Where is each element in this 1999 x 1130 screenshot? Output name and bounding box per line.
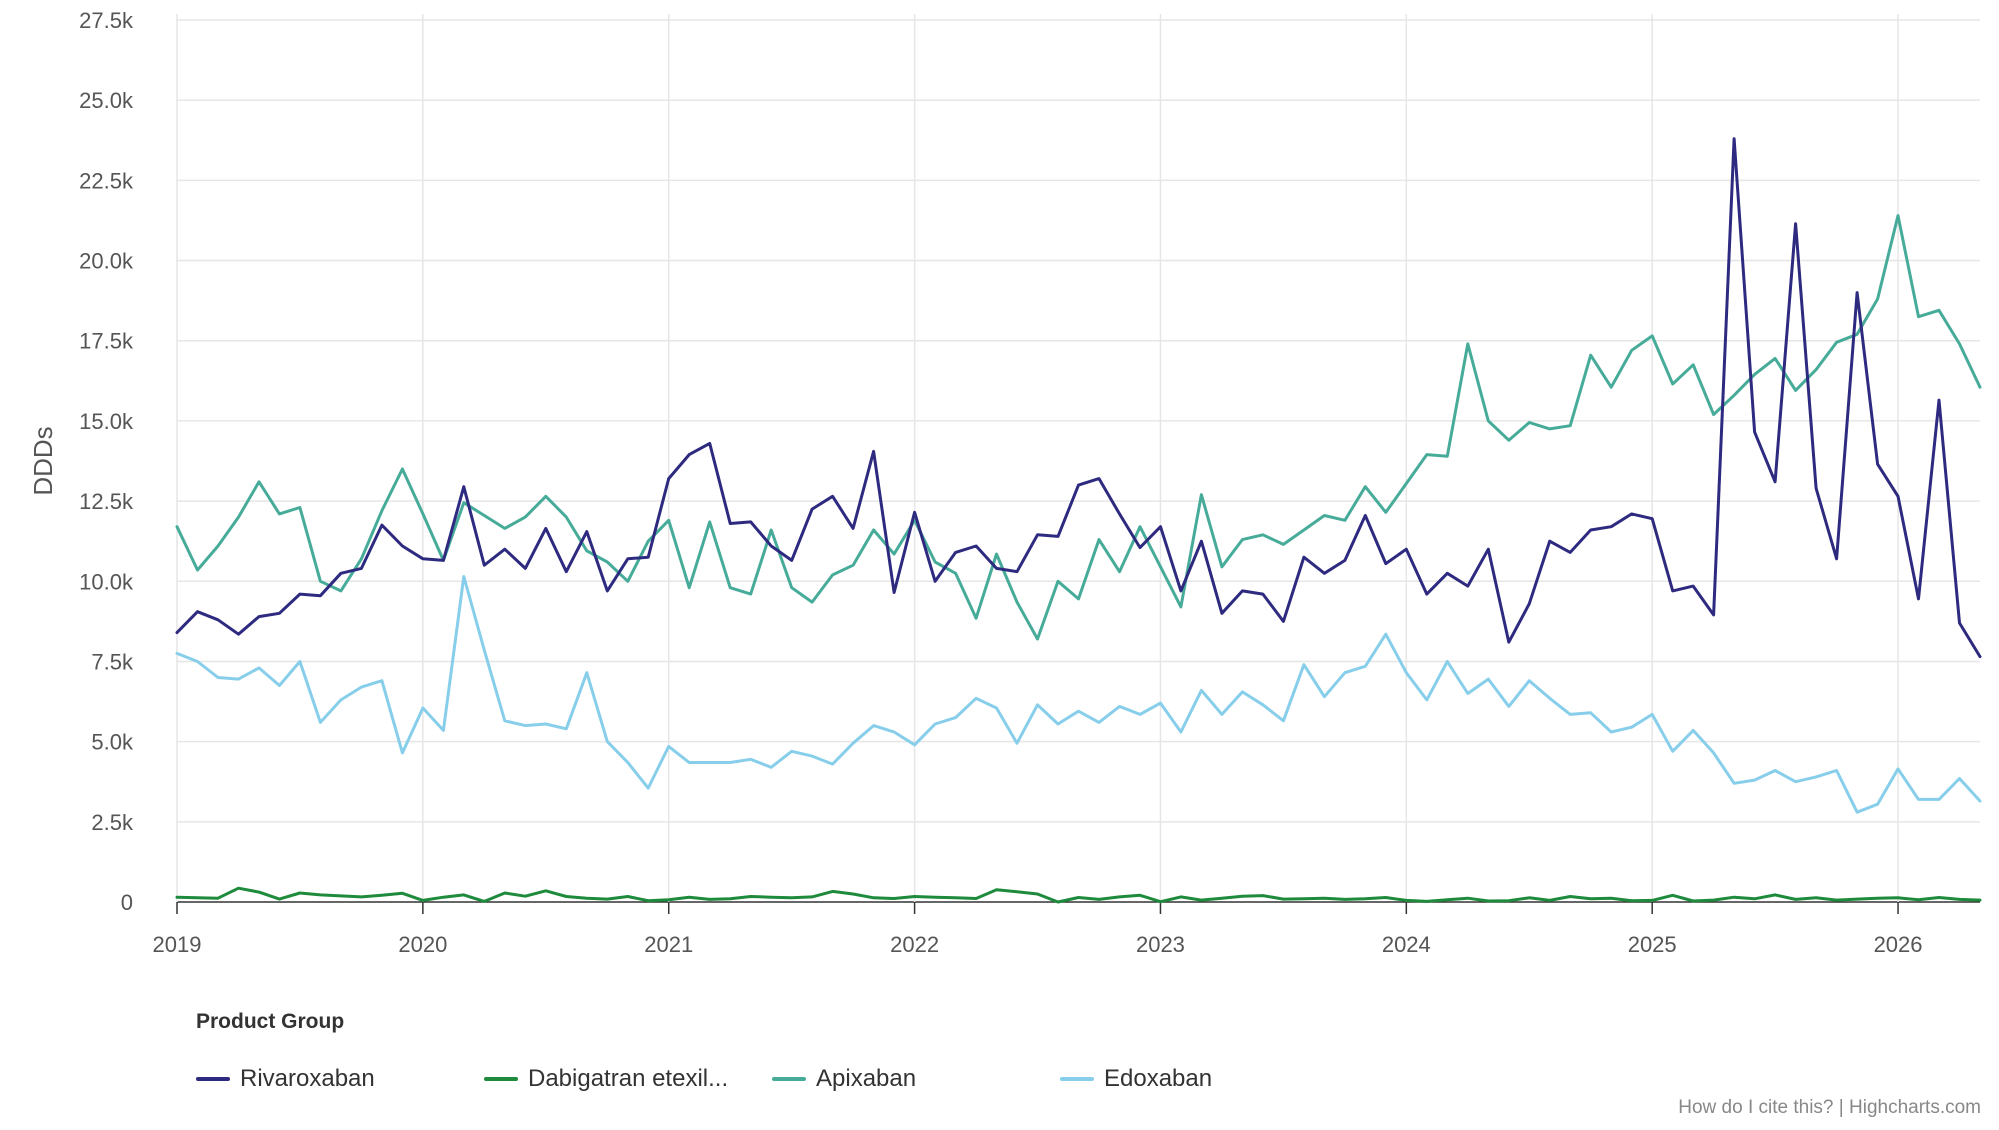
legend-label-apixaban: Apixaban [816, 1065, 917, 1092]
y-tick-label: 10.0k [79, 569, 134, 594]
gridlines [176, 14, 1980, 903]
x-tick-label: 2025 [1628, 932, 1677, 957]
legend-item-edoxaban[interactable]: Edoxaban [1060, 1062, 1212, 1096]
legend-swatch-rivaroxaban [196, 1077, 230, 1081]
y-axis: 0 2.5k 5.0k 7.5k 10.0k 12.5k 15.0k 17.5k 20.0k 22… [79, 8, 134, 915]
legend-item-rivaroxaban[interactable]: Rivaroxaban [196, 1062, 375, 1096]
y-tick-label: 22.5k [79, 168, 134, 193]
x-tick-label: 2022 [890, 932, 939, 957]
series-line-dabigatran-etexil[interactable] [175, 886, 1982, 904]
y-tick-label: 2.5k [91, 810, 134, 835]
y-tick-label: 17.5k [79, 329, 134, 354]
legend-item-apixaban[interactable]: Apixaban [772, 1062, 916, 1096]
y-tick-label: 12.5k [79, 489, 134, 514]
legend-label-rivaroxaban: Rivaroxaban [240, 1065, 375, 1092]
x-axis: 2019 2020 2021 2022 2023 2024 2025 2026 [153, 902, 1923, 957]
legend-swatch-edoxaban [1060, 1077, 1094, 1081]
legend-swatch-dabigatran [484, 1077, 518, 1081]
y-tick-label: 7.5k [91, 649, 134, 674]
x-tick-label: 2023 [1136, 932, 1185, 957]
legend-swatch-apixaban [772, 1077, 806, 1081]
series-line-edoxaban[interactable] [175, 575, 1982, 814]
legend: Product Group Rivaroxaban Dabigatran ete… [196, 1010, 1496, 1120]
x-tick-label: 2019 [153, 932, 202, 957]
legend-item-dabigatran[interactable]: Dabigatran etexil... [484, 1062, 728, 1096]
series-line-rivaroxaban[interactable] [175, 137, 1982, 659]
y-tick-label: 25.0k [79, 88, 134, 113]
y-tick-label: 5.0k [91, 730, 134, 755]
x-tick-label: 2024 [1382, 932, 1431, 957]
legend-title: Product Group [196, 1010, 345, 1033]
x-tick-label: 2020 [398, 932, 447, 957]
y-tick-label: 20.0k [79, 249, 134, 274]
series-line-apixaban[interactable] [175, 214, 1982, 641]
series-lines [175, 137, 1982, 904]
x-tick-label: 2026 [1874, 932, 1923, 957]
legend-label-dabigatran: Dabigatran etexil... [528, 1065, 729, 1092]
y-tick-label: 0 [121, 890, 133, 915]
credits-link[interactable]: How do I cite this? | Highcharts.com [1678, 1097, 1981, 1118]
y-tick-label: 27.5k [79, 8, 134, 33]
y-axis-title: DDDs [28, 426, 58, 495]
legend-label-edoxaban: Edoxaban [1104, 1065, 1213, 1092]
y-tick-label: 15.0k [79, 409, 134, 434]
x-tick-label: 2021 [644, 932, 693, 957]
